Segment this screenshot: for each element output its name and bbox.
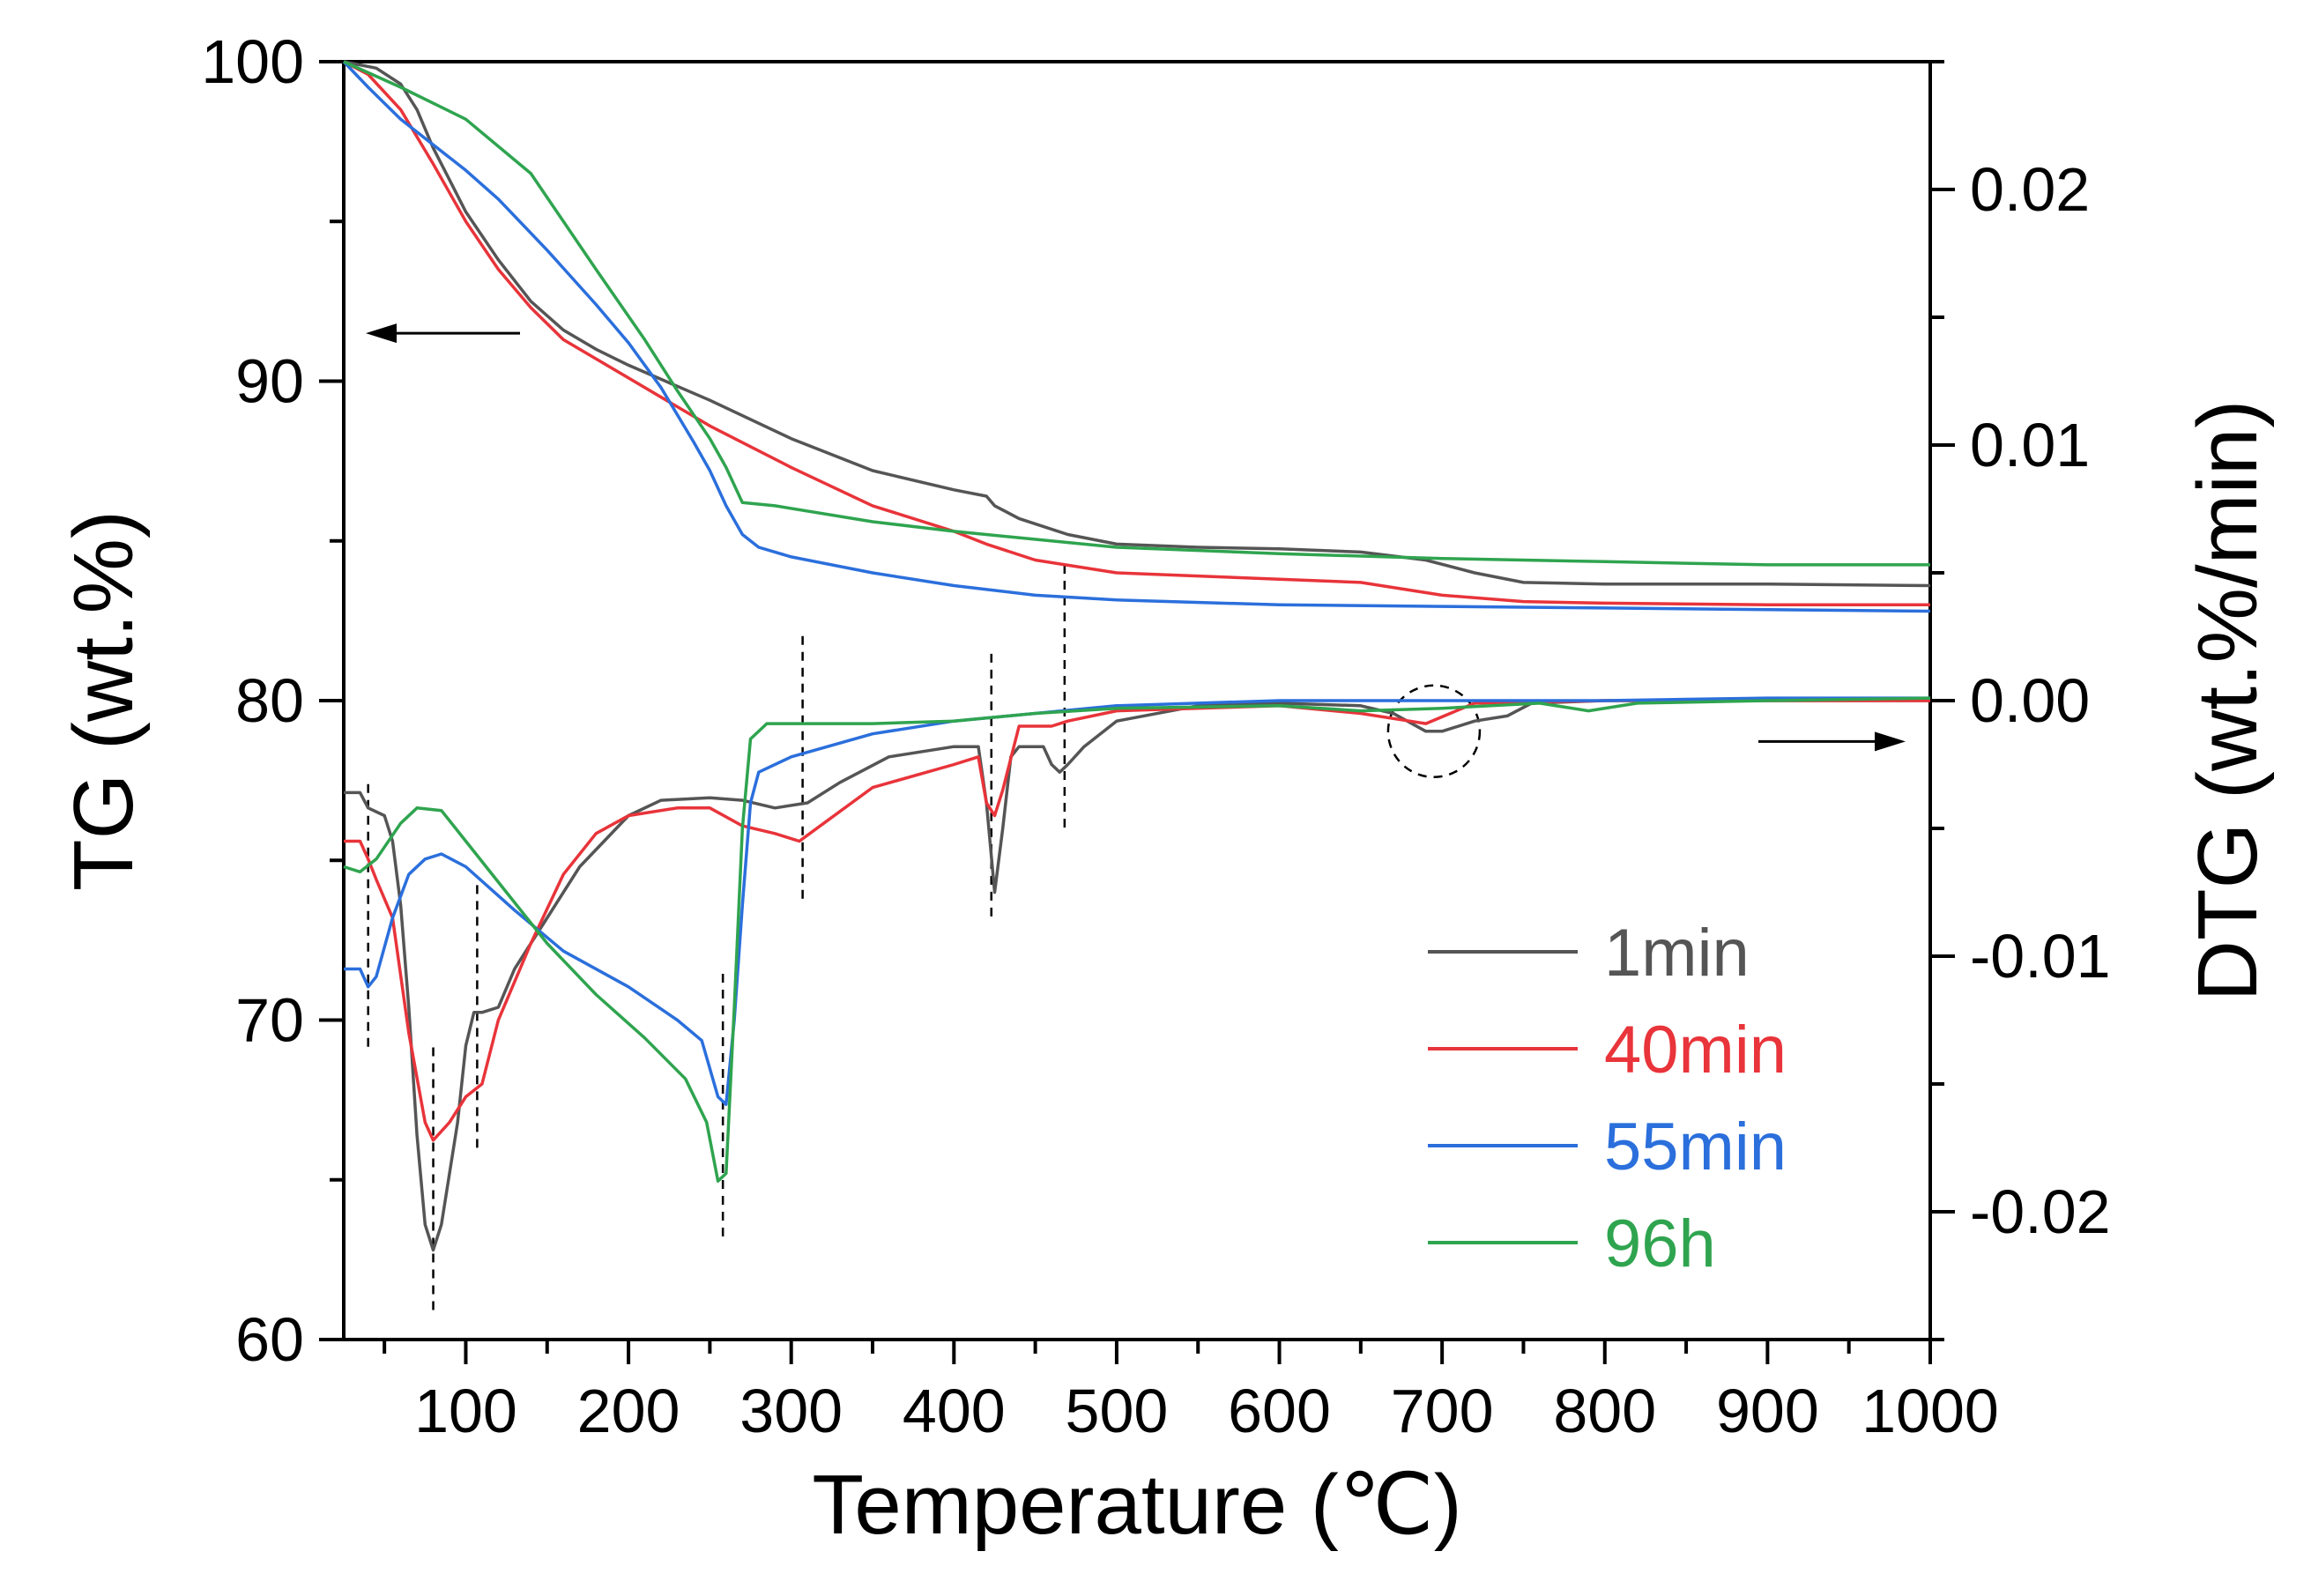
axis-arrows — [366, 323, 1906, 752]
y-right-axis-title: DTG (wt.%/min) — [2181, 400, 2275, 1002]
legend-label-40min: 40min — [1604, 1013, 1787, 1088]
tg-line-55min — [342, 60, 1931, 613]
series-lines — [342, 60, 1931, 1252]
dtg-line-40min — [344, 699, 1930, 1142]
y-right-tick-label: -0.02 — [1970, 1177, 2111, 1246]
y-left-tick-label: 80 — [235, 666, 304, 735]
x-tick-label: 600 — [1228, 1377, 1331, 1445]
y-left-tick-label: 100 — [201, 27, 304, 96]
axis-ticks — [319, 60, 1955, 1364]
y-left-tick-label: 90 — [235, 347, 304, 416]
x-tick-label: 1000 — [1861, 1377, 1999, 1445]
dtg-line-96h — [343, 696, 1931, 1183]
left-arrow-head — [366, 323, 397, 344]
tg-line-1min — [343, 60, 1931, 588]
tg-line-96h — [343, 60, 1930, 567]
y-right-tick-label: -0.01 — [1970, 922, 2111, 991]
dtg-line-55min — [344, 696, 1930, 1106]
x-tick-label: 900 — [1716, 1377, 1819, 1445]
dashed-markers — [367, 564, 1482, 1317]
y-left-tick-label: 60 — [235, 1305, 304, 1374]
x-axis-title: Temperature (℃) — [812, 1458, 1461, 1552]
y-right-tick-label: 0.01 — [1970, 411, 2090, 479]
dtg-line-1min — [344, 699, 1930, 1252]
y-right-tick-label: 0.00 — [1970, 666, 2090, 735]
right-arrow-head — [1875, 731, 1906, 752]
x-tick-label: 100 — [414, 1377, 517, 1445]
x-tick-label: 800 — [1553, 1377, 1656, 1445]
y-right-tick-label: 0.02 — [1970, 155, 2090, 224]
circle-annotation — [1386, 684, 1482, 779]
legend: 1min 40min 55min 96h — [1428, 916, 1787, 1281]
x-tick-label: 200 — [577, 1377, 680, 1445]
x-tick-label: 400 — [903, 1377, 1006, 1445]
legend-label-96h: 96h — [1604, 1206, 1716, 1281]
legend-label-55min: 55min — [1604, 1110, 1787, 1184]
y-left-tick-label: 70 — [235, 986, 304, 1055]
tg-line-40min — [343, 60, 1930, 607]
x-tick-label: 500 — [1066, 1377, 1169, 1445]
y-left-axis-title: TG (wt.%) — [56, 510, 151, 891]
legend-label-1min: 1min — [1604, 916, 1750, 991]
x-tick-label: 700 — [1391, 1377, 1494, 1445]
tick-labels: 100 200 300 400 500 600 700 800 900 1000 60 70 80 90 1… — [201, 27, 2110, 1445]
x-tick-label: 300 — [739, 1377, 843, 1445]
